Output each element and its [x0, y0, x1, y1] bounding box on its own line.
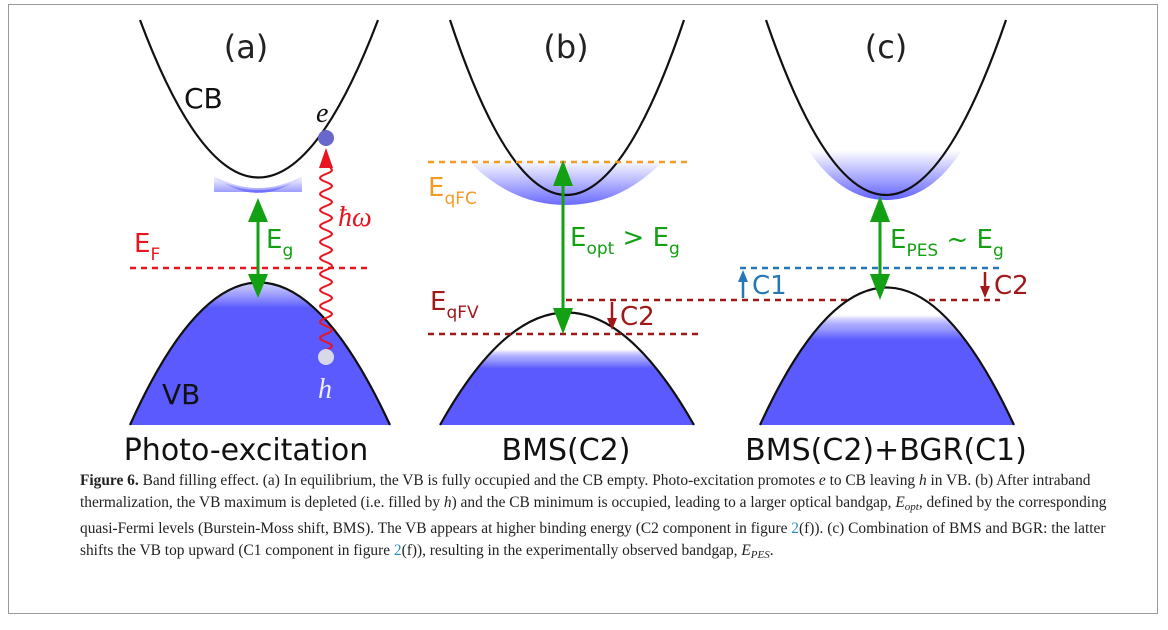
eqfc-label: EqFC — [428, 173, 477, 209]
c2-arrow-head-c — [980, 286, 990, 298]
figure-caption: Figure 6. Band filling effect. (a) In eq… — [80, 470, 1140, 566]
band-diagram-figure: (a) CB VB EF Eg ħω e — [124, 19, 1029, 468]
caption-text-8: . — [769, 542, 774, 559]
c1-label: C1 — [752, 271, 787, 301]
caption-epes-sub: PES — [750, 549, 770, 561]
panel-a: (a) CB VB EF Eg ħω e — [124, 19, 391, 468]
caption-eopt: E — [895, 494, 905, 511]
panel-b-label: (b) — [543, 28, 588, 66]
c2-label-b: C2 — [620, 302, 655, 332]
caption-paragraph: Figure 6. Band filling effect. (a) In eq… — [80, 470, 1140, 566]
hole-label: h — [318, 374, 332, 405]
conduction-band-curve-a — [138, 19, 380, 179]
caption-text-5: , defined by the corresponding quasi-Fer… — [80, 494, 1107, 537]
figure-frame — [8, 4, 1158, 614]
caption-symbol-h: h — [918, 472, 927, 489]
ef-label: EF — [134, 229, 160, 265]
caption-eopt-sub: opt — [904, 501, 919, 513]
caption-label: Figure 6. — [80, 472, 139, 489]
conduction-band-curve-b — [448, 19, 686, 197]
caption-text-2: to CB leaving — [825, 472, 919, 489]
caption-text-4: ) and the CB minimum is occupied, leadin… — [451, 494, 896, 511]
figure-2-link-2[interactable]: 2 — [393, 542, 402, 559]
cb-occupied-c — [808, 150, 962, 200]
electron-dot — [318, 130, 334, 146]
panel-c-label: (c) — [865, 28, 908, 66]
valence-band-curve-c — [759, 286, 1015, 426]
panel-c-title: BMS(C2)+BGR(C1) — [745, 433, 1027, 468]
photon-arrow-head — [319, 148, 333, 168]
figure-2-link[interactable]: 2 — [791, 520, 799, 537]
caption-symbol-e: e — [818, 472, 826, 489]
eopt-arrow-head-up — [553, 160, 573, 186]
panel-b: (b) EqFC EqFV Eopt > Eg C2 BMS(C2) — [428, 19, 700, 468]
cb-label-a: CB — [184, 82, 223, 115]
panel-b-title: BMS(C2) — [502, 433, 631, 468]
conduction-band-curve-c — [764, 19, 1008, 197]
eg-arrow-head-up — [248, 198, 268, 222]
eg-arrow-head-down — [248, 274, 268, 298]
caption-epes: E — [741, 542, 751, 559]
caption-symbol-h2: h — [443, 494, 452, 511]
hole-dot — [318, 349, 334, 365]
panel-a-title: Photo-excitation — [124, 433, 369, 468]
photon-label: ħω — [338, 202, 372, 233]
panel-a-label: (a) — [224, 28, 269, 66]
eopt-arrow-head-down — [553, 308, 573, 334]
caption-text-6: (f)). (c) Combination of BMS and BGR: th… — [80, 520, 1106, 559]
electron-label: e — [316, 98, 328, 129]
epes-arrow-head-down — [870, 274, 890, 300]
caption-text-7: (f)), resulting in the experimentally ob… — [401, 542, 742, 559]
eg-label-a: Eg — [266, 225, 293, 261]
eopt-label: Eopt > Eg — [570, 223, 680, 259]
c2-label-c: C2 — [994, 271, 1029, 301]
c2-arrow-head-b — [607, 318, 617, 330]
eqfv-label: EqFV — [430, 287, 479, 323]
caption-text-1: Band filling effect. (a) In equilibrium,… — [138, 472, 819, 489]
panel-c: (c) C1 EPES ~ Eg C2 BMS(C2)+BGR(C1) — [738, 19, 1029, 468]
photon-wave — [318, 167, 334, 351]
caption-text-3: in VB. (b) After intraband thermalizatio… — [80, 472, 1091, 511]
epes-label: EPES ~ Eg — [890, 225, 1004, 261]
epes-arrow-head-up — [870, 196, 890, 222]
cb-occupied-a — [214, 176, 302, 192]
vb-label-a: VB — [162, 378, 200, 411]
c1-arrow-head — [738, 270, 748, 282]
